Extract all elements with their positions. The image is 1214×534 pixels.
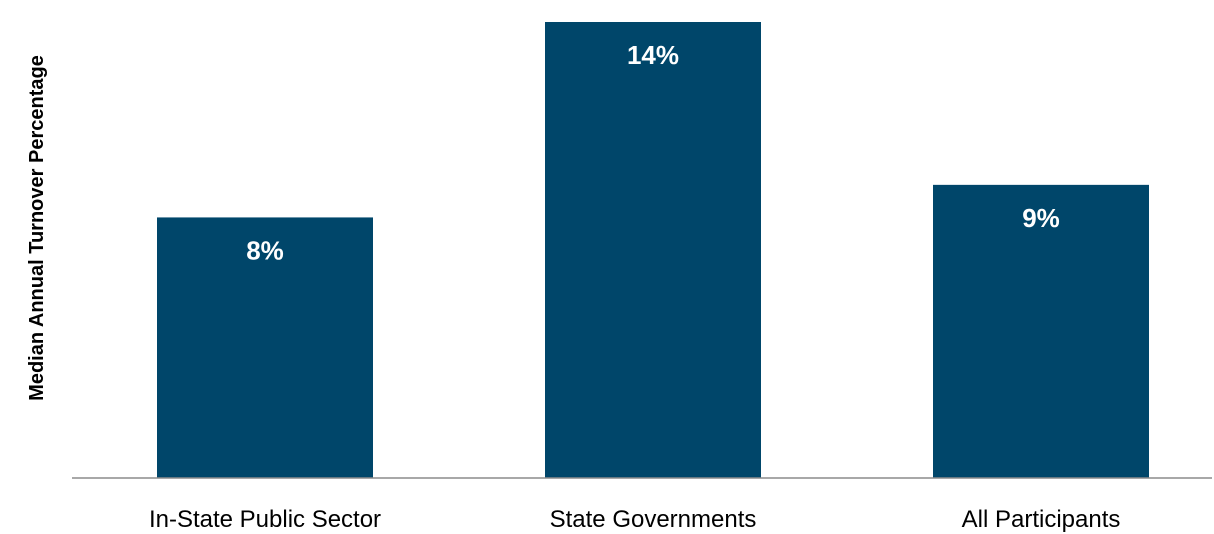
data-label: 9% xyxy=(1022,203,1060,233)
bar-in-state-public-sector xyxy=(157,217,373,478)
x-tick-label: State Governments xyxy=(550,506,757,533)
x-tick-label: All Participants xyxy=(962,506,1121,533)
y-axis-label: Median Annual Turnover Percentage xyxy=(26,55,48,401)
data-label: 8% xyxy=(246,235,284,265)
x-tick-labels: In-State Public Sector State Governments A… xyxy=(149,506,1120,533)
bars-group: 8% 14% 9% xyxy=(157,22,1149,478)
x-tick-label: In-State Public Sector xyxy=(149,506,381,533)
bar-state-governments xyxy=(545,22,761,478)
bar-all-participants xyxy=(933,184,1149,478)
data-label: 14% xyxy=(627,40,679,70)
